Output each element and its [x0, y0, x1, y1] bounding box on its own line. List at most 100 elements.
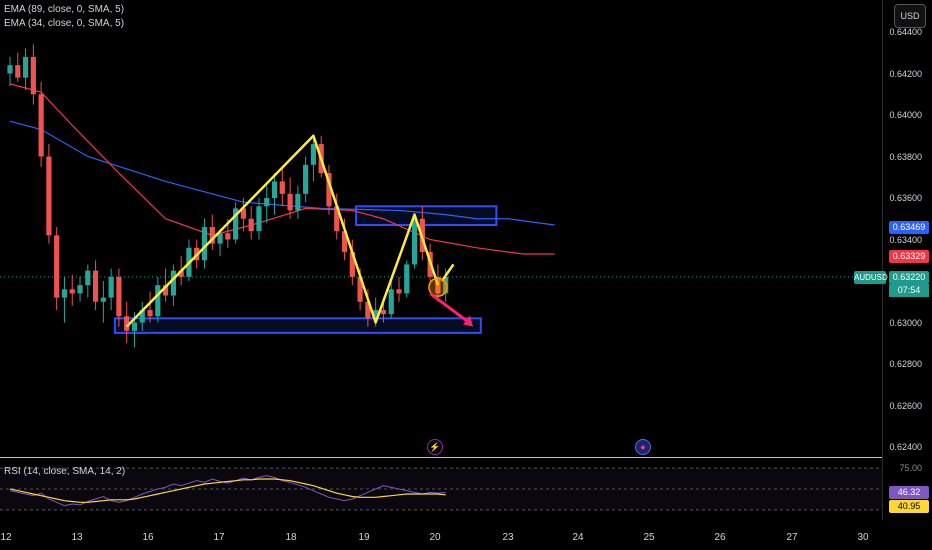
candle-body	[233, 208, 239, 240]
candle-body	[388, 289, 394, 315]
candle-body	[61, 289, 68, 298]
candle-body	[334, 206, 340, 232]
candle-body	[217, 233, 223, 244]
price-axis-label[interactable]: 0.64000	[889, 110, 922, 120]
rsi-line	[9, 475, 446, 507]
candle-body	[349, 251, 355, 277]
time-axis-label[interactable]: 20	[429, 532, 441, 543]
time-axis-label[interactable]: 30	[857, 532, 869, 543]
down-arrow	[429, 292, 470, 324]
candle-body	[326, 173, 332, 207]
candle-body	[287, 193, 293, 211]
price-axis-label[interactable]: 0.63000	[889, 317, 922, 328]
time-axis-label[interactable]: 26	[714, 532, 726, 543]
flag-icon[interactable]: ●	[635, 439, 651, 455]
candle-body	[411, 218, 418, 265]
candle-body	[7, 65, 13, 74]
time-axis-label[interactable]: 17	[213, 532, 225, 543]
time-axis-label[interactable]: 25	[643, 532, 655, 543]
candle-body	[124, 316, 130, 331]
lightning-icon[interactable]: ⚡	[427, 439, 443, 455]
candle-body	[264, 198, 270, 207]
time-axis-label[interactable]: 18	[285, 532, 297, 543]
price-axis-label[interactable]: 0.63400	[889, 234, 922, 245]
time-axis-label[interactable]: 24	[572, 532, 584, 543]
currency-button[interactable]: USD	[894, 4, 926, 28]
price-axis-label[interactable]: 0.63600	[889, 193, 922, 203]
support-resistance-zone	[355, 205, 498, 226]
time-axis-label[interactable]: 19	[358, 532, 370, 543]
down-arrow-head	[463, 315, 474, 327]
candle-body	[396, 289, 402, 294]
candle-body	[310, 144, 317, 165]
candle-body	[30, 56, 36, 95]
current-price-badge: 0.63220	[889, 271, 929, 284]
ema34-legend[interactable]: EMA (34, close, 0, SMA, 5)	[4, 18, 125, 29]
time-axis-label[interactable]: 27	[786, 532, 798, 543]
candle-body	[380, 310, 387, 315]
candle-body	[77, 285, 83, 294]
candle-body	[303, 164, 309, 194]
candle-body	[271, 181, 278, 198]
ema89-line	[9, 120, 555, 226]
candle-body	[69, 289, 75, 294]
candle-body	[116, 276, 122, 317]
candle-body	[163, 285, 169, 296]
time-axis-label[interactable]: 12	[0, 532, 12, 543]
candle-body	[22, 56, 29, 78]
pattern-line	[125, 134, 440, 328]
candle-body	[108, 276, 114, 298]
candle-body	[248, 218, 254, 232]
candle-body	[38, 94, 44, 157]
candle-body	[256, 206, 262, 232]
rsi-legend[interactable]: RSI (14, close, SMA, 14, 2)	[4, 466, 126, 477]
candle-body	[92, 270, 99, 302]
ema89-price-badge: 0.63469	[889, 221, 929, 234]
candle-body	[373, 310, 379, 319]
candle-body	[225, 233, 231, 240]
candle-body	[295, 193, 301, 211]
support-resistance-zone	[113, 317, 482, 334]
rsi-ma-line	[9, 478, 446, 503]
candle-body	[54, 235, 60, 298]
candle-body	[201, 227, 208, 261]
symbol-badge: AUDUSD	[854, 271, 888, 284]
candle-body	[100, 297, 106, 302]
candle-body	[85, 270, 91, 286]
candle-body	[15, 65, 21, 78]
price-axis-label[interactable]: 0.64400	[889, 27, 922, 37]
candle-body	[357, 276, 363, 302]
candle-body	[435, 276, 441, 294]
candle-body	[443, 276, 449, 294]
candle-body	[209, 227, 215, 244]
ema34-line	[9, 83, 555, 255]
candle-body	[240, 208, 246, 219]
price-axis-label[interactable]: 0.62600	[889, 400, 922, 411]
rsi-axis-label[interactable]: 75.00	[899, 463, 922, 474]
candle-body	[131, 322, 138, 331]
price-axis-label[interactable]: 0.62400	[889, 442, 922, 452]
candle-body	[139, 310, 145, 323]
candle-body	[279, 181, 285, 194]
candle-body	[147, 310, 153, 317]
candle-body	[170, 270, 176, 296]
price-axis-label[interactable]: 0.63800	[889, 151, 922, 162]
price-axis-label[interactable]: 0.64200	[889, 68, 922, 79]
candle-body	[341, 231, 348, 252]
time-axis-label[interactable]: 16	[142, 532, 154, 543]
candle-body	[404, 264, 410, 294]
ema89-legend[interactable]: EMA (89, close, 0, SMA, 5)	[4, 4, 125, 15]
price-axis-label[interactable]: 0.62800	[889, 359, 922, 369]
time-axis-label[interactable]: 23	[502, 532, 514, 543]
time-axis-label[interactable]: 13	[71, 532, 83, 543]
candle-body	[365, 301, 371, 319]
candle-body	[178, 270, 184, 277]
rsi-ma-badge: 40.95	[889, 500, 929, 513]
ema34-price-badge: 0.63329	[889, 250, 929, 263]
candle-body	[155, 285, 161, 317]
rsi-value-badge: 46.32	[889, 486, 929, 499]
pattern-tail	[440, 263, 455, 282]
candle-countdown: 07:54	[889, 284, 929, 297]
